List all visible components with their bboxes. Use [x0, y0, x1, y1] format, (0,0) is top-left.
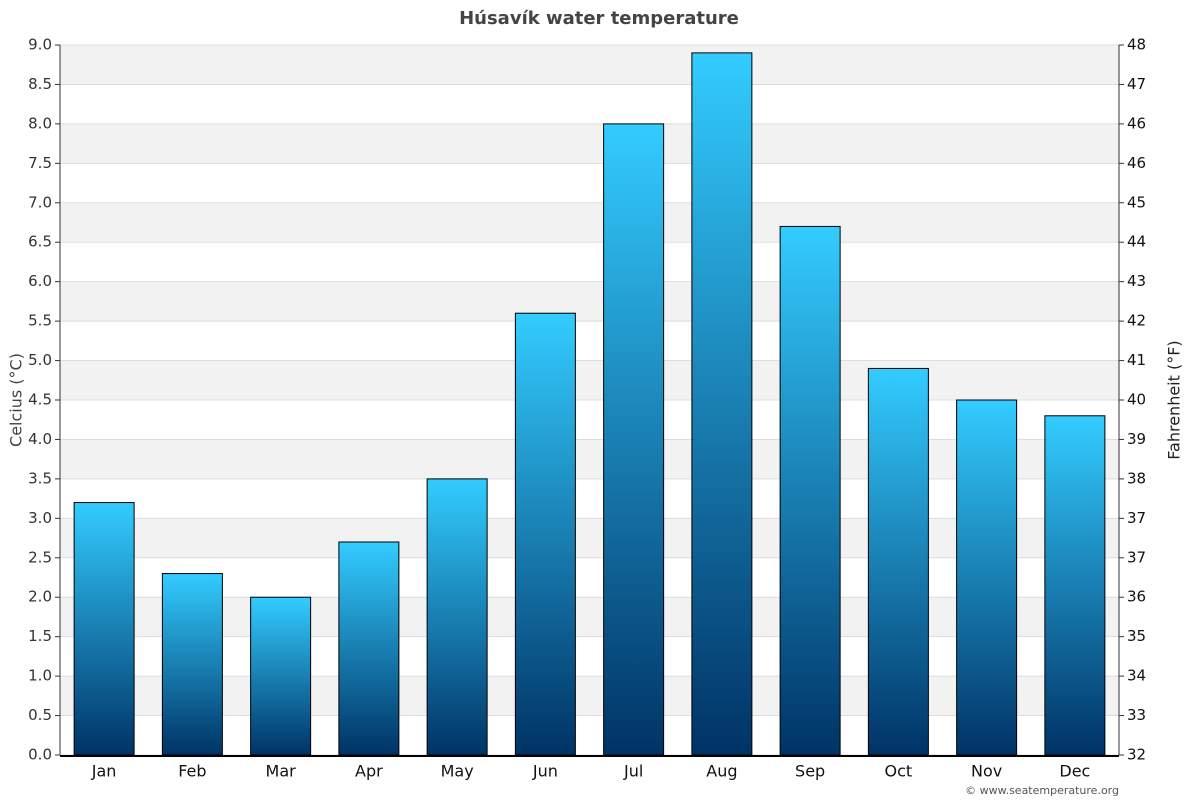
grid-band	[60, 597, 1119, 637]
y2-tick-label: 46	[1127, 154, 1146, 172]
y-tick-label: 6.0	[28, 272, 52, 290]
bar	[250, 596, 312, 756]
y2-tick-label: 46	[1127, 114, 1146, 132]
source-credit: © www.seatemperature.org	[965, 784, 1119, 797]
y2-axis-title: Fahrenheit (°F)	[1165, 340, 1184, 459]
grid-band	[60, 676, 1119, 716]
y2-tick-label: 48	[1127, 36, 1146, 54]
y-tick-label: 9.0	[28, 36, 52, 54]
x-tick-label: Nov	[971, 762, 1002, 781]
y-tick-label: 7.0	[28, 193, 52, 211]
x-tick-label: May	[441, 762, 474, 781]
y2-tick-label: 44	[1127, 233, 1146, 251]
grid-band	[60, 123, 1119, 164]
y-tick-label: 8.5	[28, 75, 52, 93]
y-tick-label: 5.0	[28, 351, 52, 369]
bar	[161, 573, 223, 756]
y-axis-title: Celcius (°C)	[7, 353, 26, 447]
y2-tick-label: 38	[1127, 469, 1146, 487]
y2-tick-label: 33	[1127, 706, 1146, 724]
grid-band	[60, 202, 1119, 243]
x-tick-label: Oct	[885, 762, 913, 781]
bar	[603, 123, 665, 756]
y-tick-label: 2.0	[28, 588, 52, 606]
bar	[956, 399, 1018, 756]
bar	[779, 225, 841, 756]
y-tick-label: 4.0	[28, 430, 52, 448]
y2-tick-label: 37	[1127, 548, 1146, 566]
y2-tick-label: 41	[1127, 351, 1146, 369]
y-tick-label: 7.5	[28, 154, 52, 172]
y-tick-label: 8.0	[28, 114, 52, 132]
y-tick-label: 2.5	[28, 548, 52, 566]
y2-tick-label: 37	[1127, 509, 1146, 527]
chart-title: Húsavík water temperature	[459, 8, 739, 29]
y-tick-label: 1.0	[28, 667, 52, 685]
x-tick-label: Feb	[178, 762, 206, 781]
y2-tick-label: 35	[1127, 627, 1146, 645]
y2-tick-label: 40	[1127, 391, 1146, 409]
grid-band	[60, 439, 1119, 479]
y-tick-label: 0.5	[28, 706, 52, 724]
grid-band	[60, 45, 1119, 85]
bar	[338, 541, 400, 756]
y2-tick-label: 34	[1127, 667, 1146, 685]
y-tick-label: 3.0	[28, 509, 52, 527]
bar	[426, 478, 488, 756]
x-tick-label: Sep	[795, 762, 825, 781]
y-tick-label: 3.5	[28, 469, 52, 487]
y-tick-label: 1.5	[28, 627, 52, 645]
x-tick-label: Dec	[1059, 762, 1090, 781]
x-tick-label: Jul	[623, 762, 643, 781]
y2-tick-label: 45	[1127, 193, 1146, 211]
y-tick-label: 0.0	[28, 746, 52, 764]
y2-tick-label: 32	[1127, 746, 1146, 764]
y-tick-label: 5.5	[28, 312, 52, 330]
y2-tick-label: 36	[1127, 588, 1146, 606]
grid-band	[60, 518, 1119, 558]
y-tick-label: 4.5	[28, 391, 52, 409]
bar	[1044, 415, 1106, 756]
y2-tick-label: 39	[1127, 430, 1146, 448]
bar	[867, 367, 929, 756]
x-tick-label: Mar	[266, 762, 297, 781]
y-tick-label: 6.5	[28, 233, 52, 251]
bar	[691, 52, 753, 756]
y2-tick-label: 42	[1127, 312, 1146, 330]
x-tick-label: Jun	[532, 762, 558, 781]
bar	[514, 312, 576, 756]
x-tick-label: Aug	[706, 762, 737, 781]
y2-tick-label: 43	[1127, 272, 1146, 290]
x-tick-label: Apr	[355, 762, 383, 781]
grid-band	[60, 281, 1119, 322]
bar	[73, 502, 135, 756]
grid-band	[60, 360, 1119, 400]
y2-tick-label: 47	[1127, 75, 1146, 93]
x-tick-label: Jan	[91, 762, 117, 781]
